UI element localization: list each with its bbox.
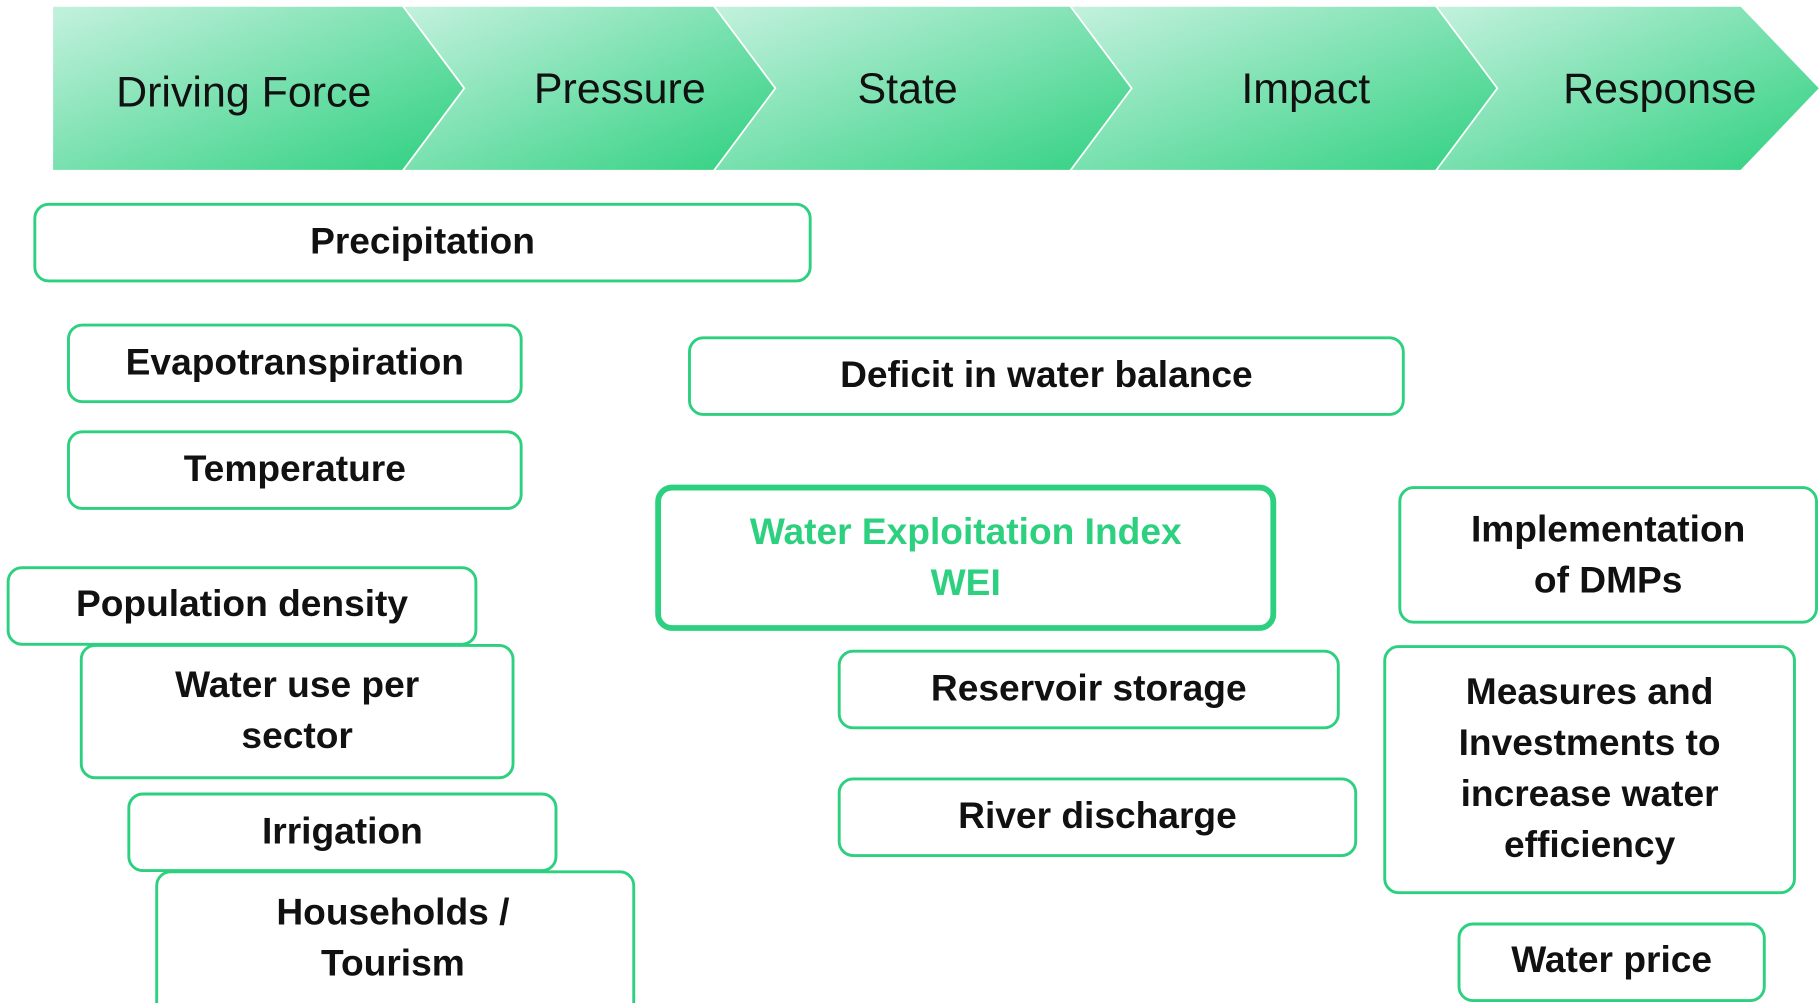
indicator-label: WEI: [931, 561, 1001, 603]
indicator-label: Tourism: [321, 942, 465, 984]
indicator-label: Irrigation: [262, 809, 423, 851]
stage-label: Response: [1563, 65, 1756, 113]
indicator-label: of DMPs: [1534, 559, 1683, 601]
indicator-label: Evapotranspiration: [126, 340, 464, 382]
stage-label: Pressure: [534, 65, 706, 113]
indicator-label: sector: [241, 714, 352, 756]
indicator-box: [67, 323, 523, 404]
stage-chevron: [1434, 5, 1820, 172]
indicator-label: Deficit in water balance: [840, 353, 1253, 395]
stage-label: Driving Force: [116, 69, 371, 117]
stage-label: Impact: [1241, 65, 1370, 113]
indicator-label: Investments to: [1459, 721, 1721, 763]
indicator-box: [1383, 645, 1796, 895]
indicator-label: Population density: [76, 582, 408, 624]
indicator-box: [33, 202, 812, 283]
indicator-box: [1398, 486, 1818, 624]
indicator-box: [655, 484, 1277, 631]
stage-label: State: [858, 65, 958, 113]
indicator-box: [837, 777, 1358, 857]
indicator-label: River discharge: [958, 794, 1237, 836]
indicator-box: [1457, 922, 1766, 1003]
indicator-label: Precipitation: [310, 220, 535, 262]
indicator-label: Temperature: [184, 447, 406, 489]
indicator-label: Water price: [1511, 938, 1712, 980]
indicator-box: [67, 430, 523, 510]
indicator-box: [79, 643, 515, 780]
indicator-box: [155, 870, 636, 1003]
indicator-label: efficiency: [1504, 823, 1676, 865]
indicator-label: Water use per: [175, 663, 419, 705]
indicator-label: increase water: [1461, 772, 1719, 814]
indicator-label: Water Exploitation Index: [750, 510, 1182, 552]
indicator-label: Measures and: [1466, 670, 1714, 712]
indicator-box: [688, 336, 1405, 416]
indicator-label: Reservoir storage: [931, 667, 1247, 709]
indicator-label: Households /: [276, 891, 509, 933]
indicator-box: [837, 649, 1340, 730]
indicator-label: Implementation: [1471, 507, 1745, 549]
